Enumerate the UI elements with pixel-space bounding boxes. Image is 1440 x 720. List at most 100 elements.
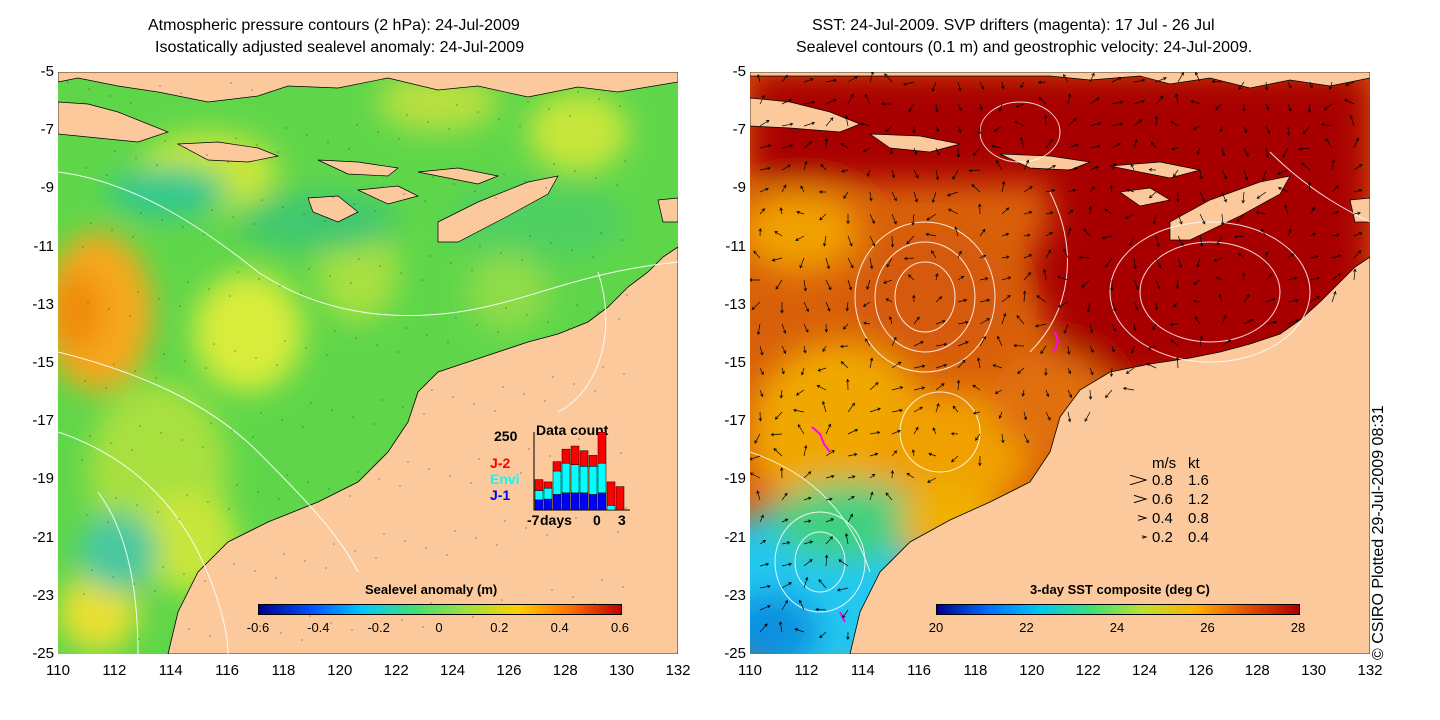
- velocity-arrow: [1133, 99, 1146, 105]
- right-colorbar-label: 3-day SST composite (deg C): [1030, 582, 1210, 597]
- velocity-arrow: [759, 389, 764, 398]
- velocity-arrow: [1023, 186, 1033, 193]
- left-y-tick-7: -19: [32, 470, 54, 488]
- data-dot: [529, 235, 531, 237]
- data-count-bar-0-envi: [534, 490, 544, 501]
- velocity-arrow: [890, 470, 895, 479]
- velocity-arrow: [759, 208, 765, 215]
- velocity-arrow: [1353, 188, 1363, 193]
- data-dot: [473, 403, 475, 405]
- data-dot: [521, 259, 523, 261]
- data-dot: [256, 144, 258, 146]
- velocity-arrow: [890, 235, 895, 248]
- left-x-tick-10: 130: [609, 662, 635, 679]
- right-y-tick-9: -23: [724, 586, 746, 604]
- velocity-arrow: [1081, 279, 1091, 288]
- velocity-arrow: [1155, 95, 1164, 105]
- left-x-tick-0: 110: [46, 662, 70, 679]
- data-dot: [304, 560, 306, 562]
- velocity-arrow: [825, 301, 831, 312]
- velocity-arrow: [1199, 235, 1204, 248]
- velocity-arrow: [1001, 276, 1012, 281]
- data-dot: [211, 209, 213, 211]
- data-dot: [625, 507, 627, 509]
- velocity-arrow: [912, 125, 916, 135]
- velocity-arrow: [1133, 257, 1137, 270]
- velocity-arrow: [1067, 367, 1072, 375]
- velocity-arrow: [913, 191, 919, 203]
- velocity-arrow: [863, 321, 871, 325]
- velocity-arrow: [1241, 191, 1245, 204]
- velocity-arrow: [978, 455, 982, 467]
- velocity-arrow: [913, 316, 920, 325]
- data-dot: [308, 268, 310, 270]
- velocity-arrow: [891, 386, 904, 391]
- velocity-arrow: [1194, 316, 1201, 325]
- velocity-arrow: [931, 191, 937, 204]
- velocity-arrow: [1170, 120, 1179, 127]
- velocity-arrow: [840, 361, 849, 369]
- velocity-arrow: [1126, 188, 1135, 193]
- velocity-arrow: [1036, 295, 1047, 303]
- data-dot: [502, 386, 504, 388]
- data-count-bar-4-envi: [570, 464, 580, 494]
- data-count-bar-4-j2: [570, 445, 580, 466]
- data-dot: [325, 567, 327, 569]
- velocity-arrow: [825, 423, 832, 435]
- left-x-tick-7: 124: [440, 662, 466, 679]
- data-dot: [161, 219, 163, 221]
- data-dot: [327, 141, 329, 143]
- data-dot: [623, 373, 625, 375]
- velocity-arrow: [1133, 78, 1146, 83]
- left-title-line1: Atmospheric pressure contours (2 hPa): 2…: [148, 17, 520, 34]
- velocity-arrow: [1176, 191, 1180, 203]
- data-dot: [258, 278, 260, 280]
- velocity-arrow: [1177, 257, 1183, 269]
- data-dot: [422, 626, 424, 628]
- velocity-arrow: [781, 74, 788, 83]
- velocity-arrow: [1089, 367, 1094, 376]
- data-dot: [183, 573, 185, 575]
- data-dot: [578, 438, 580, 440]
- velocity-arrow: [1057, 301, 1069, 308]
- left-x-tick-11: 132: [665, 662, 691, 679]
- velocity-arrow: [935, 342, 948, 347]
- data-dot: [552, 376, 554, 378]
- velocity-arrow: [1287, 81, 1292, 89]
- velocity-arrow: [862, 147, 871, 153]
- velocity-arrow: [1104, 208, 1113, 215]
- data-dot: [158, 298, 160, 300]
- data-dot: [326, 354, 328, 356]
- data-dot: [334, 330, 336, 332]
- velocity-arrow: [1063, 248, 1069, 259]
- data-dot: [203, 233, 205, 235]
- data-count-xlabel-left: -7: [527, 512, 540, 528]
- data-dot: [187, 281, 189, 283]
- velocity-arrow: [838, 559, 849, 567]
- data-dot: [455, 317, 457, 319]
- velocity-arrow: [1213, 257, 1223, 262]
- velocity-arrow: [759, 119, 770, 127]
- data-dot: [503, 173, 505, 175]
- left-y-tick-9: -23: [32, 586, 54, 604]
- velocity-arrow: [758, 228, 762, 237]
- left-y-tick-3: -11: [33, 237, 54, 255]
- data-dot: [110, 442, 112, 444]
- data-dot: [213, 343, 215, 345]
- velocity-arrow: [1177, 72, 1184, 83]
- data-dot: [276, 364, 278, 366]
- velocity-arrow: [1353, 137, 1359, 149]
- velocity-arrow: [781, 323, 787, 334]
- data-dot: [454, 530, 456, 532]
- data-dot: [86, 514, 88, 516]
- data-dot: [568, 328, 570, 330]
- velocity-arrow: [798, 599, 805, 611]
- velocity-arrow: [803, 279, 807, 292]
- data-dot: [575, 517, 577, 519]
- velocity-arrow: [865, 338, 871, 347]
- velocity-arrow: [803, 78, 814, 83]
- right-y-tick-7: -19: [724, 470, 746, 488]
- velocity-arrow: [1221, 147, 1226, 157]
- velocity-arrow: [1019, 136, 1025, 149]
- velocity-arrow: [781, 518, 789, 523]
